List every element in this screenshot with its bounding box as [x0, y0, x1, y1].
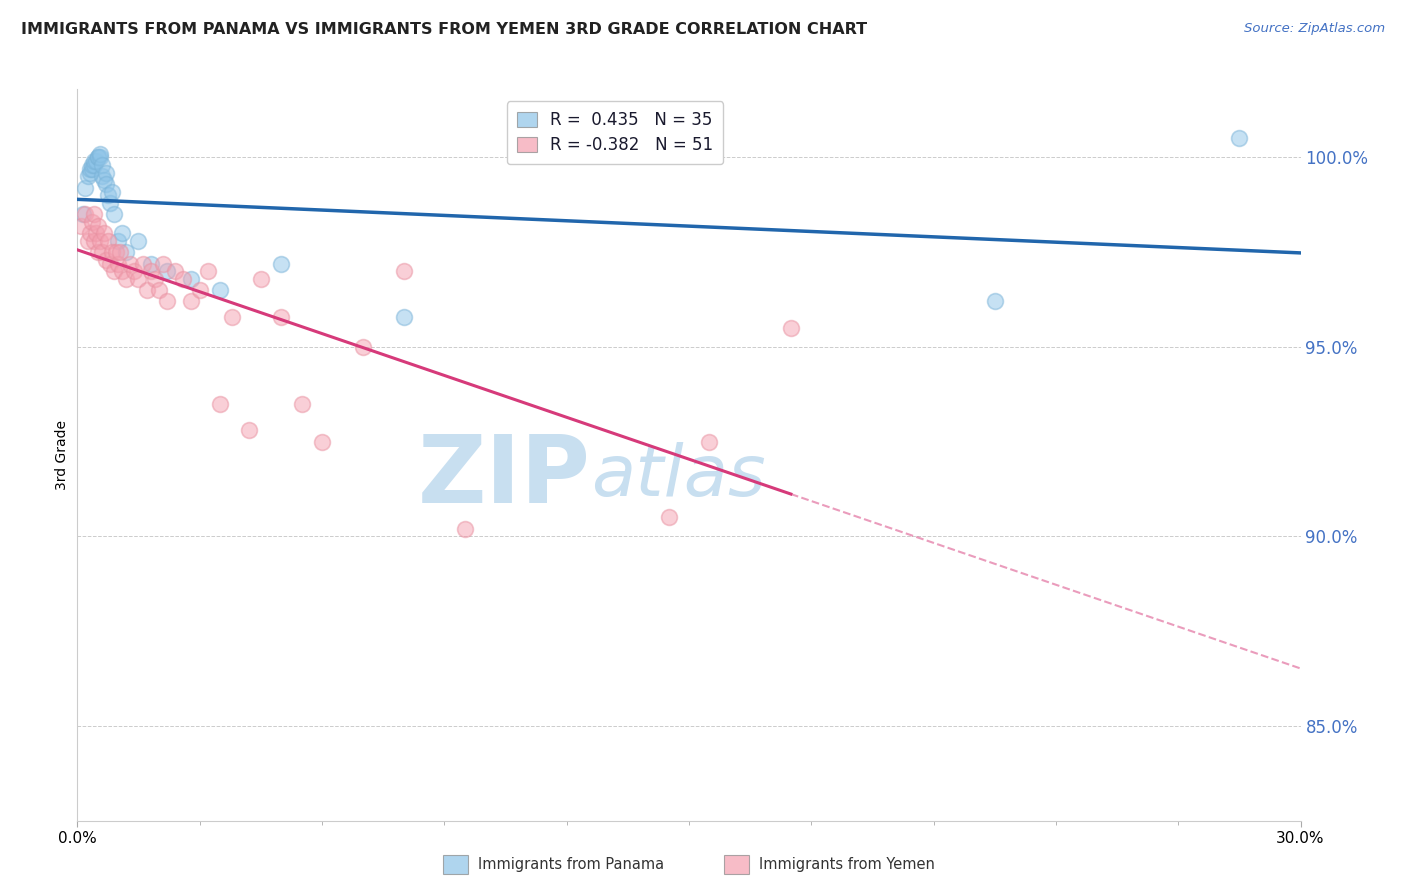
Point: [75, 207, 97, 221]
Point: [1229, 131, 1251, 145]
Point: [197, 264, 219, 278]
Point: [70, 219, 93, 233]
Point: [221, 310, 243, 324]
Point: [76, 169, 98, 184]
Point: [172, 271, 194, 285]
Point: [80, 158, 103, 172]
Point: [94, 165, 117, 179]
Point: [453, 522, 475, 536]
Point: [270, 256, 292, 270]
Point: [352, 340, 374, 354]
Point: [90, 158, 112, 172]
Point: [84, 226, 107, 240]
Point: [180, 294, 202, 309]
Point: [80, 215, 103, 229]
Point: [84, 154, 107, 169]
Point: [98, 256, 121, 270]
Point: [311, 434, 333, 449]
Point: [75, 180, 97, 194]
Point: [120, 256, 142, 270]
Point: [208, 283, 231, 297]
Point: [156, 294, 179, 309]
Point: [250, 271, 273, 285]
Point: [658, 510, 681, 524]
Point: [188, 283, 211, 297]
Point: [103, 264, 125, 278]
Y-axis label: 3rd Grade: 3rd Grade: [55, 420, 69, 490]
Point: [83, 154, 105, 169]
Point: [135, 283, 157, 297]
Point: [90, 245, 112, 260]
Point: [108, 245, 131, 260]
Point: [984, 294, 1007, 309]
Point: [89, 146, 111, 161]
Point: [83, 207, 105, 221]
Text: Immigrants from Yemen: Immigrants from Yemen: [759, 857, 935, 871]
Point: [72, 207, 94, 221]
Text: atlas: atlas: [591, 442, 766, 511]
Point: [238, 423, 260, 437]
Point: [83, 234, 105, 248]
Point: [101, 185, 124, 199]
Point: [89, 234, 111, 248]
Point: [107, 234, 129, 248]
Point: [127, 271, 149, 285]
Point: [93, 226, 115, 240]
Point: [131, 256, 153, 270]
Point: [87, 245, 110, 260]
Point: [97, 188, 120, 202]
Point: [139, 264, 162, 278]
Point: [156, 264, 179, 278]
Point: [115, 245, 138, 260]
Text: ZIP: ZIP: [418, 431, 591, 523]
Legend: R =  0.435   N = 35, R = -0.382   N = 51: R = 0.435 N = 35, R = -0.382 N = 51: [508, 101, 724, 164]
Point: [76, 234, 98, 248]
Point: [780, 321, 803, 335]
Point: [103, 207, 125, 221]
Point: [270, 310, 292, 324]
Point: [79, 161, 101, 176]
Point: [143, 271, 166, 285]
Point: [98, 195, 121, 210]
Point: [90, 169, 112, 184]
Point: [80, 161, 103, 176]
Text: IMMIGRANTS FROM PANAMA VS IMMIGRANTS FROM YEMEN 3RD GRADE CORRELATION CHART: IMMIGRANTS FROM PANAMA VS IMMIGRANTS FRO…: [21, 22, 868, 37]
Point: [105, 245, 128, 260]
Point: [115, 271, 138, 285]
Point: [101, 245, 124, 260]
Point: [79, 165, 101, 179]
Point: [87, 150, 110, 164]
Point: [148, 283, 170, 297]
Point: [290, 397, 312, 411]
Point: [392, 264, 415, 278]
Point: [107, 256, 129, 270]
Text: Immigrants from Panama: Immigrants from Panama: [478, 857, 664, 871]
Point: [699, 434, 721, 449]
Point: [208, 397, 231, 411]
Point: [392, 310, 415, 324]
Point: [87, 219, 110, 233]
Point: [93, 173, 115, 187]
Point: [139, 256, 162, 270]
Point: [180, 271, 202, 285]
Point: [83, 158, 105, 172]
Point: [94, 252, 117, 267]
Point: [111, 226, 134, 240]
Point: [97, 234, 120, 248]
Point: [89, 150, 111, 164]
Point: [94, 177, 117, 191]
Point: [87, 150, 110, 164]
Point: [165, 264, 187, 278]
Point: [124, 264, 146, 278]
Point: [152, 256, 174, 270]
Text: Source: ZipAtlas.com: Source: ZipAtlas.com: [1244, 22, 1385, 36]
Point: [127, 234, 149, 248]
Point: [79, 226, 101, 240]
Point: [111, 264, 134, 278]
